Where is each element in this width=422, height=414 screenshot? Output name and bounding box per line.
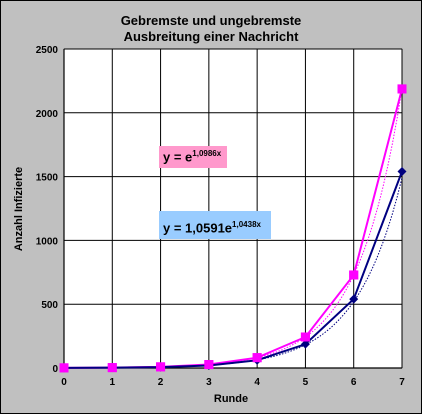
series-layer bbox=[59, 84, 407, 373]
series-1-point-overlay bbox=[59, 363, 69, 373]
series-1-point-overlay bbox=[397, 84, 407, 94]
grid-lines bbox=[63, 48, 403, 369]
series-1-point-overlay bbox=[156, 362, 166, 372]
y-tick-label: 0 bbox=[52, 364, 58, 375]
chart-title-line-2: Ausbreitung einer Nachricht bbox=[123, 29, 299, 44]
x-tick-label: 4 bbox=[254, 377, 260, 388]
series-2-point bbox=[397, 166, 407, 176]
equation-2-exponent: 1,0438x bbox=[232, 220, 261, 229]
y-tick-label: 2500 bbox=[36, 45, 59, 56]
series-1-point-overlay bbox=[349, 270, 359, 280]
x-axis-title: Runde bbox=[213, 393, 249, 405]
series-1-point-overlay bbox=[300, 332, 310, 342]
x-tick-label: 3 bbox=[206, 377, 212, 388]
equation-label-controlled: y = 1,0591e1,0438x bbox=[159, 211, 271, 239]
series-2-point bbox=[300, 339, 310, 349]
plot-area bbox=[63, 48, 403, 369]
series-2-point bbox=[349, 294, 359, 304]
y-tick-label: 2000 bbox=[36, 109, 59, 120]
equation-2-base: y = 1,0591e bbox=[163, 220, 233, 236]
equation-1-base: y = e bbox=[163, 149, 193, 165]
series-2-line bbox=[63, 171, 403, 369]
series-1-point-overlay bbox=[204, 360, 214, 370]
y-tick-label: 1000 bbox=[36, 236, 59, 247]
y-tick-label: 500 bbox=[41, 300, 58, 311]
x-tick-label: 5 bbox=[303, 377, 309, 388]
tick-labels: 0 500 1000 1500 2000 2500 0 1 2 3 4 5 6 7 bbox=[36, 45, 405, 388]
chart-title-line-1: Gebremste und ungebremste bbox=[120, 13, 302, 28]
x-tick-label: 6 bbox=[351, 377, 357, 388]
equation-label-uncontrolled: y = e1,0986x bbox=[159, 146, 227, 168]
x-tick-label: 2 bbox=[158, 377, 164, 388]
x-tick-label: 7 bbox=[399, 377, 405, 388]
x-tick-label: 0 bbox=[61, 377, 67, 388]
y-axis-title: Anzahl Infizierte bbox=[13, 166, 25, 252]
x-tick-label: 1 bbox=[110, 377, 116, 388]
series-1-point-overlay bbox=[107, 363, 117, 373]
equation-1-exponent: 1,0986x bbox=[192, 149, 222, 158]
y-tick-label: 1500 bbox=[36, 173, 59, 184]
series-1-point-overlay bbox=[252, 353, 262, 363]
